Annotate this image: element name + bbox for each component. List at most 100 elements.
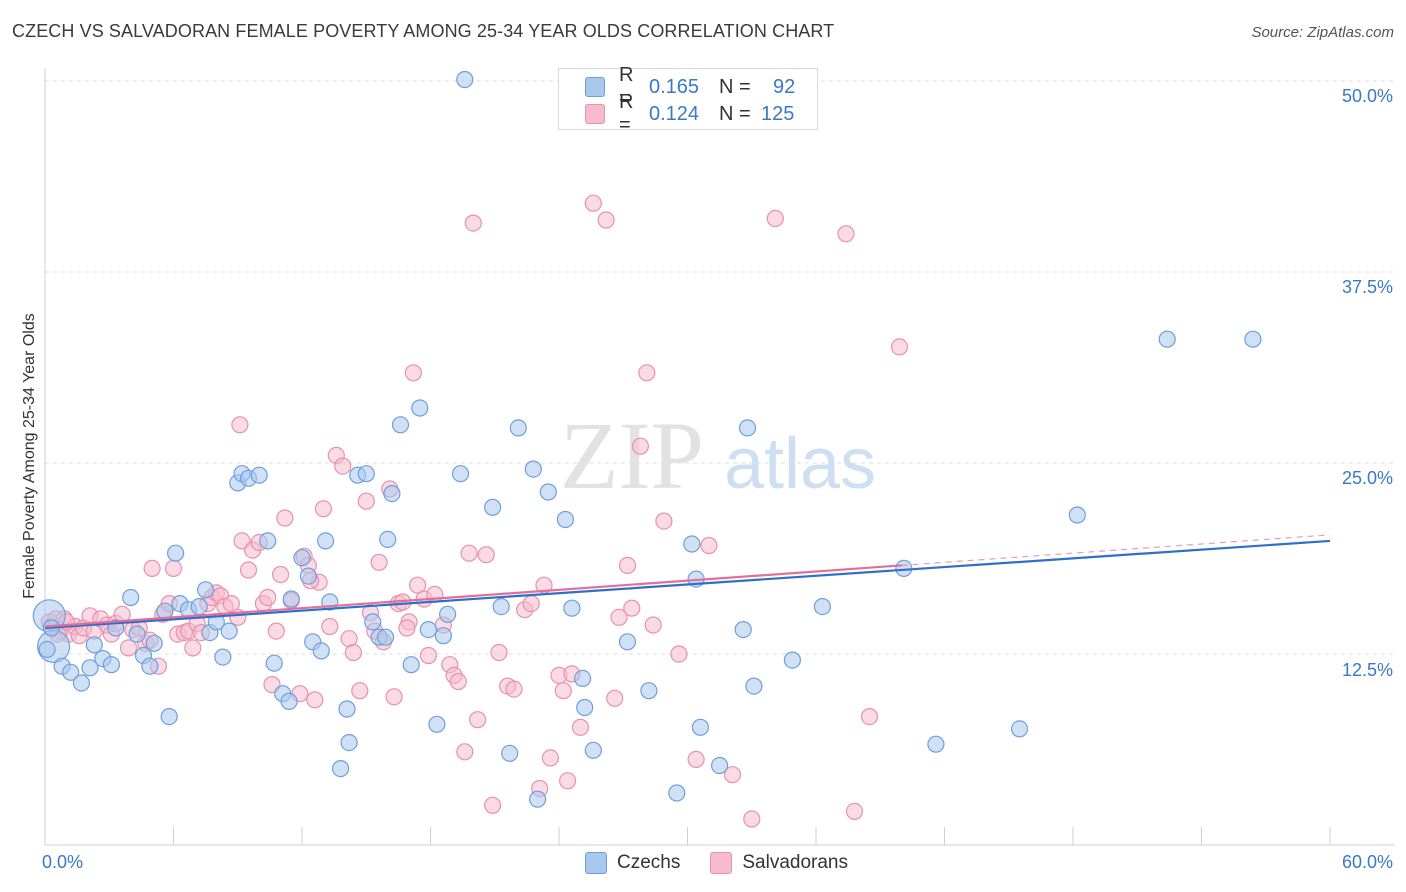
data-point-czech [411, 399, 429, 417]
trend-lines [44, 534, 1331, 630]
data-point-czech [683, 535, 701, 553]
data-point-czech [668, 784, 686, 802]
data-point-salvadoran [743, 810, 761, 828]
data-point-salvadoran [554, 682, 572, 700]
data-point-czech [524, 460, 542, 478]
data-point-salvadoran [623, 599, 641, 617]
y-tick-label-37-5: 37.5% [1341, 277, 1393, 297]
data-point-czech [501, 744, 519, 762]
data-point-czech [484, 498, 502, 516]
series-legend: Czechs Salvadorans [585, 852, 878, 874]
data-point-salvadoran [837, 225, 855, 243]
data-point-salvadoran [584, 194, 602, 212]
trend-line-salvadorans-extension [901, 534, 1331, 566]
r-value: 0.165 [649, 75, 700, 98]
n-label: N = [719, 75, 751, 98]
data-point-czech [293, 549, 311, 567]
data-point-czech [528, 790, 547, 808]
data-point-czech [197, 581, 215, 599]
data-point-czech [691, 718, 710, 736]
data-point-czech [72, 674, 91, 692]
y-tick-label-25: 25.0% [1341, 468, 1393, 488]
data-point-czech [38, 640, 56, 659]
data-point-czech [128, 625, 146, 643]
data-point-czech [1010, 720, 1029, 738]
data-point-czech [738, 419, 757, 437]
data-point-salvadoran [398, 619, 416, 637]
data-point-salvadoran [571, 718, 590, 736]
data-point-czech [214, 648, 232, 666]
data-point-czech [145, 634, 163, 652]
r-label: R = [619, 91, 634, 136]
data-point-czech [563, 599, 581, 617]
data-point-salvadoran [597, 211, 615, 229]
data-point-czech [338, 700, 356, 718]
data-point-czech [190, 597, 208, 616]
data-point-czech [402, 656, 420, 674]
data-point-salvadoran [164, 559, 183, 578]
data-point-salvadoran [644, 616, 662, 634]
data-point-czech [439, 605, 457, 623]
data-point-salvadoran [449, 672, 467, 691]
data-point-czech [282, 590, 300, 608]
data-point-czech [927, 735, 945, 753]
n-value: 92 [773, 75, 796, 98]
czech-swatch [585, 852, 607, 874]
data-point-salvadoran [490, 643, 508, 662]
data-point-czech [734, 620, 752, 639]
data-point-salvadoran [460, 544, 478, 562]
n-label: N = [719, 102, 751, 125]
data-point-czech [220, 622, 238, 640]
data-point-salvadoran [267, 622, 285, 640]
data-point-salvadoran [484, 796, 502, 814]
data-point-salvadoran [370, 553, 388, 571]
data-point-salvadoran [344, 643, 362, 662]
data-point-czech [710, 756, 729, 775]
data-point-czech [280, 692, 298, 711]
data-point-salvadoran [419, 646, 437, 665]
data-point-salvadoran [231, 416, 249, 434]
data-point-salvadoran [766, 209, 784, 228]
data-point-czech [1244, 330, 1262, 348]
legend-label-salvadorans: Salvadorans [742, 852, 848, 873]
data-point-salvadoran [409, 576, 427, 594]
data-point-czech [813, 597, 832, 616]
data-point-salvadoran [334, 457, 352, 475]
data-point-czech [167, 544, 185, 562]
data-point-salvadoran [670, 645, 688, 663]
data-point-salvadoran [184, 639, 202, 657]
data-point-czech [573, 669, 592, 688]
data-point-czech [265, 654, 283, 672]
data-point-czech [456, 70, 474, 89]
chart-title: CZECH VS SALVADORAN FEMALE POVERTY AMONG… [12, 21, 835, 41]
r-label: R = [619, 64, 634, 109]
salvadoran-swatch [585, 104, 605, 124]
data-point-salvadoran [655, 512, 673, 530]
data-point-salvadoran [723, 766, 742, 784]
legend-item-salvadorans[interactable]: Salvadorans [710, 852, 848, 874]
legend-row-salvadorans: R = 0.124 N = 125 [585, 91, 795, 136]
data-point-salvadoran [385, 688, 403, 706]
data-point-czech [492, 597, 510, 616]
data-point-czech [618, 633, 637, 651]
n-value: 125 [761, 102, 795, 125]
data-point-czech [364, 613, 382, 631]
data-point-czech [340, 733, 358, 752]
legend-label-czechs: Czechs [617, 852, 681, 873]
data-point-czech [1158, 330, 1176, 348]
x-tick-label-max: 60.0% [1341, 852, 1393, 872]
data-point-salvadoran [404, 364, 422, 382]
data-point-czech [451, 465, 470, 483]
data-point-salvadoran [505, 680, 523, 698]
x-tick-label-min: 0.0% [42, 852, 84, 872]
data-point-czech [332, 759, 350, 778]
data-point-salvadoran [239, 561, 258, 579]
watermark-atlas: atlas [724, 424, 876, 504]
data-point-salvadoran [464, 214, 482, 232]
data-point-salvadoran [631, 437, 650, 455]
data-point-czech [509, 419, 527, 437]
data-point-salvadoran [321, 617, 339, 636]
data-point-salvadoran [541, 749, 560, 767]
legend-item-czechs[interactable]: Czechs [585, 852, 680, 874]
data-point-czech [379, 530, 397, 549]
